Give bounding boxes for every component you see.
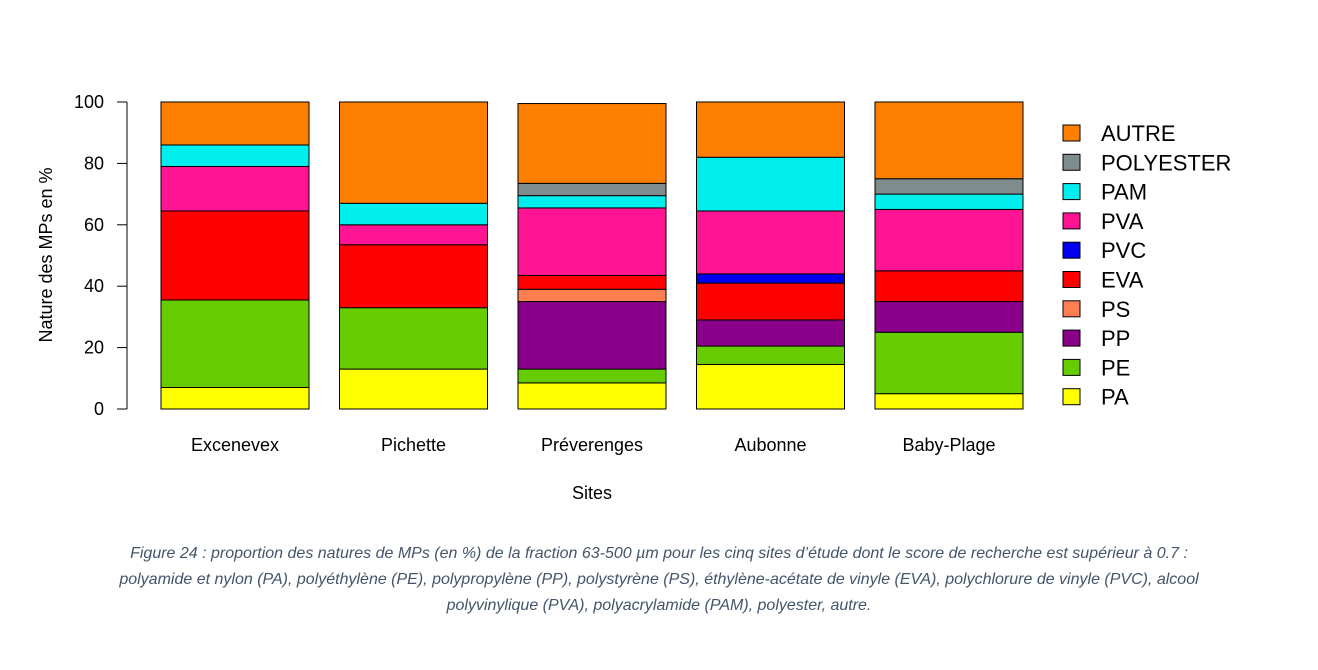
bar-segment-autre (160, 101, 310, 146)
bar-segment-pp (874, 301, 1024, 333)
y-tick-label: 20 (84, 338, 104, 358)
legend-label-pva: PVA (1101, 209, 1144, 234)
bar-segment-polyester (874, 178, 1024, 195)
y-tick-label: 40 (84, 276, 104, 296)
legend-swatch-pam (1062, 183, 1081, 201)
y-axis-title: Nature des MPs en % (36, 167, 56, 342)
legend-label-pe: PE (1101, 355, 1130, 380)
bar-segment-polyester (517, 182, 667, 197)
bar-segment-pam (517, 195, 667, 209)
bar-segment-autre (696, 101, 845, 158)
x-tick-label: Aubonne (734, 435, 806, 455)
bar-segment-ps (517, 288, 667, 303)
legend-swatch-pva (1062, 212, 1081, 230)
x-axis-title: Sites (572, 483, 612, 503)
bar-segment-autre (517, 103, 667, 184)
bar-segment-eva (696, 282, 845, 321)
bar-segment-pe (696, 345, 845, 365)
bar-segment-pvc (696, 273, 845, 284)
bar-segment-eva (874, 270, 1024, 303)
bar-segment-pe (874, 331, 1024, 395)
bar-segment-pa (339, 368, 488, 410)
bar-segment-pe (517, 368, 667, 384)
legend-label-autre: AUTRE (1101, 121, 1176, 146)
figure-caption: Figure 24 : proportion des natures de MP… (119, 545, 1199, 614)
x-tick-labels: Excenevex Pichette Préverenges Aubonne Baby-… (191, 435, 996, 455)
bar-segment-pp (517, 301, 667, 370)
legend-swatch-pe (1062, 358, 1081, 376)
legend-label-pvc: PVC (1101, 238, 1146, 263)
y-axis: 0 20 40 60 80 100 (74, 92, 128, 419)
legend-swatch-eva (1062, 271, 1081, 288)
y-tick-label: 100 (74, 92, 104, 112)
bar-segment-pa (874, 393, 1024, 410)
y-tick-label: 80 (84, 153, 104, 173)
bar-segment-pa (517, 382, 667, 410)
bar-segment-eva (517, 274, 667, 290)
bar-segment-pam (874, 193, 1024, 210)
bar-segment-pa (160, 387, 310, 410)
bar-segment-eva (339, 244, 488, 309)
y-tick-label: 60 (84, 215, 104, 235)
legend-label-pam: PAM (1101, 180, 1147, 205)
bar-segment-pva (160, 165, 310, 212)
bar-segment-autre (874, 101, 1024, 180)
legend-swatch-pa (1062, 388, 1081, 406)
bars-layer (160, 101, 1024, 410)
legend-label-ps: PS (1101, 297, 1130, 322)
bar-segment-pva (696, 210, 845, 275)
bar-segment-pe (339, 307, 488, 370)
bar-segment-pva (874, 208, 1024, 272)
bar-segment-pva (339, 224, 488, 246)
stacked-bar-chart: 0 20 40 60 80 100 Excenevex Pichette Préverenge… (36, 92, 1231, 503)
legend-swatch-autre (1062, 124, 1081, 142)
legend-swatch-pvc (1062, 241, 1081, 259)
x-tick-label: Préverenges (541, 435, 643, 455)
legend-label-pa: PA (1101, 385, 1129, 410)
bar-segment-pam (160, 144, 310, 167)
bar-segment-pe (160, 299, 310, 389)
legend-label-eva: EVA (1101, 268, 1144, 293)
bar-segment-pam (339, 202, 488, 226)
bar-segment-pp (696, 319, 845, 347)
x-tick-label: Excenevex (191, 435, 279, 455)
bar-segment-autre (339, 101, 488, 204)
bar-segment-pva (517, 207, 667, 276)
x-tick-label: Pichette (381, 435, 446, 455)
legend-label-polyester: POLYESTER (1101, 150, 1231, 175)
bar-segment-eva (160, 210, 310, 301)
legend-label-pp: PP (1101, 326, 1130, 351)
bar-segment-pa (696, 363, 845, 410)
legend-swatch-ps (1062, 300, 1081, 318)
legend: AUTRE POLYESTER PAM PVA PVC EVA PS PP PE PA (1062, 121, 1231, 410)
legend-swatch-pp (1062, 329, 1081, 347)
legend-swatch-polyester (1062, 153, 1081, 171)
y-tick-label: 0 (94, 399, 104, 419)
bar-segment-pam (696, 156, 845, 212)
x-tick-label: Baby-Plage (902, 435, 995, 455)
